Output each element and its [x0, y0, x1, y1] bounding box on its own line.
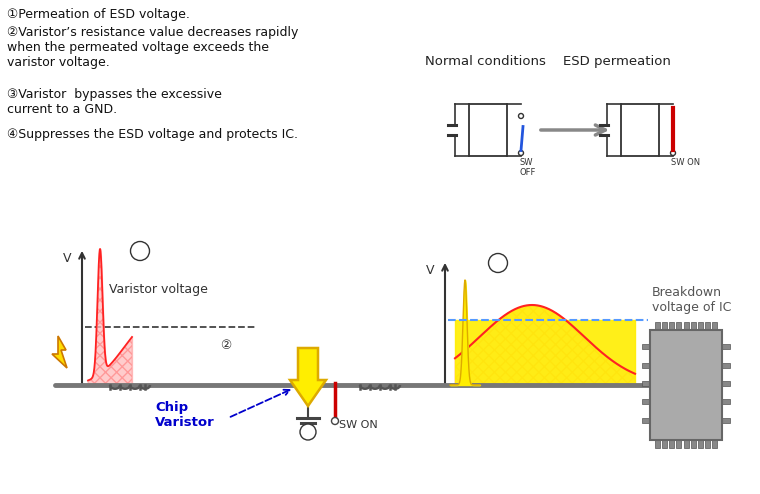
- Bar: [642, 344, 650, 349]
- Text: IC: IC: [674, 375, 698, 395]
- Bar: [676, 322, 681, 330]
- Circle shape: [331, 417, 338, 424]
- Bar: [669, 440, 674, 448]
- Bar: [691, 322, 695, 330]
- Text: Chip
Varistor: Chip Varistor: [155, 401, 215, 429]
- Bar: [650, 330, 722, 440]
- Bar: [722, 399, 730, 404]
- Text: ESD permeation: ESD permeation: [563, 55, 671, 68]
- Text: SW ON: SW ON: [671, 158, 700, 167]
- Text: ④: ④: [493, 258, 503, 268]
- Bar: [669, 322, 674, 330]
- Polygon shape: [52, 336, 67, 368]
- Bar: [712, 440, 717, 448]
- Bar: [712, 322, 717, 330]
- Text: ③: ③: [303, 427, 312, 437]
- Text: V: V: [426, 263, 435, 277]
- Text: ③Varistor  bypasses the excessive
current to a GND.: ③Varistor bypasses the excessive current…: [7, 88, 222, 116]
- Circle shape: [300, 424, 316, 440]
- Bar: [642, 399, 650, 404]
- Circle shape: [489, 253, 508, 273]
- Bar: [722, 417, 730, 423]
- Bar: [676, 440, 681, 448]
- Text: V: V: [63, 251, 71, 264]
- Bar: [683, 322, 689, 330]
- Bar: [722, 381, 730, 386]
- Bar: [642, 417, 650, 423]
- Bar: [705, 440, 710, 448]
- Bar: [722, 363, 730, 368]
- Text: SW
OFF: SW OFF: [519, 158, 535, 177]
- Text: Z: Z: [302, 367, 315, 385]
- Bar: [698, 322, 703, 330]
- Bar: [683, 440, 689, 448]
- Text: Normal conditions: Normal conditions: [425, 55, 546, 68]
- Bar: [662, 322, 667, 330]
- Text: Varistor voltage: Varistor voltage: [109, 283, 207, 296]
- Text: ②Varistor’s resistance value decreases rapidly
when the permeated voltage exceed: ②Varistor’s resistance value decreases r…: [7, 26, 299, 69]
- Text: ①Permeation of ESD voltage.: ①Permeation of ESD voltage.: [7, 8, 190, 21]
- Bar: [698, 440, 703, 448]
- Polygon shape: [290, 348, 326, 406]
- Bar: [705, 322, 710, 330]
- Bar: [642, 363, 650, 368]
- Bar: [691, 440, 695, 448]
- Bar: [662, 440, 667, 448]
- Bar: [642, 381, 650, 386]
- Bar: [654, 322, 660, 330]
- Text: Breakdown
voltage of IC: Breakdown voltage of IC: [652, 286, 731, 314]
- Bar: [722, 344, 730, 349]
- Bar: [654, 440, 660, 448]
- Text: SW ON: SW ON: [339, 420, 378, 430]
- Circle shape: [131, 242, 150, 260]
- Text: ②: ②: [220, 338, 231, 352]
- Text: ①: ①: [135, 246, 145, 256]
- Text: ④Suppresses the ESD voltage and protects IC.: ④Suppresses the ESD voltage and protects…: [7, 128, 298, 141]
